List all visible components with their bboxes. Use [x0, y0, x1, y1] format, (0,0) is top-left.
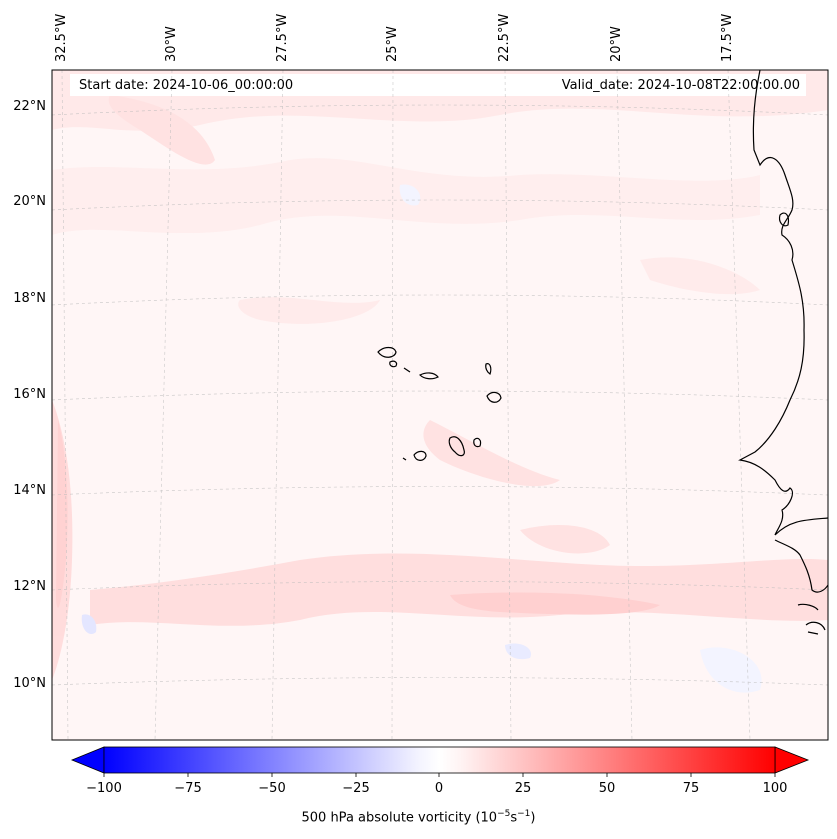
start-date-label: Start date: 2024-10-06_00:00:00 [79, 78, 294, 93]
lat-label: 20°N [13, 194, 46, 209]
negative-vorticity-patches [81, 184, 762, 693]
colorbar-label-close: ) [530, 810, 536, 826]
lon-label: 27.5°W [275, 13, 290, 62]
colorbar-tick-label: 75 [682, 781, 700, 796]
colorbar-tick-label: −100 [86, 781, 122, 796]
coastlines [377, 69, 829, 635]
lat-label: 18°N [13, 291, 46, 306]
lat-label: 10°N [13, 676, 46, 691]
map-frame [51, 69, 829, 741]
colorbar-tick-label: 100 [762, 781, 788, 796]
lat-label: 16°N [13, 387, 46, 402]
lon-label: 17.5°W [720, 13, 735, 62]
colorbar-tick-label: −75 [174, 781, 202, 796]
valid-date-label: Valid_date: 2024-10-08T22:00:00.00 [561, 78, 800, 93]
colorbar-tick-marks [103, 773, 776, 777]
colorbar-max-extend [774, 746, 810, 774]
gridlines [51, 69, 829, 741]
header-band [70, 74, 806, 96]
colorbar-tick-label: 25 [514, 781, 532, 796]
colorbar-tick-label: 0 [434, 781, 444, 796]
colorbar-tick-label: −50 [258, 781, 286, 796]
colorbar-label-exp2: −1 [517, 809, 531, 819]
colorbar-gradient [103, 746, 776, 774]
colorbar [70, 746, 810, 777]
lat-label: 12°N [13, 579, 46, 594]
lon-label: 30°W [164, 26, 179, 62]
lon-label: 22.5°W [497, 13, 512, 62]
colorbar-label-text: 500 hPa absolute vorticity (10 [301, 810, 498, 826]
lon-label: 32.5°W [54, 13, 69, 62]
colorbar-min-extend [70, 746, 105, 774]
colorbar-label-mid: s [510, 810, 518, 826]
lat-label: 22°N [13, 99, 46, 114]
lon-label: 20°W [609, 26, 624, 62]
lat-label: 14°N [13, 483, 46, 498]
colorbar-tick-label: 50 [598, 781, 616, 796]
lon-label: 25°W [385, 26, 400, 62]
cape-verde-islands [377, 346, 502, 461]
colorbar-tick-label: −25 [342, 781, 370, 796]
africa-coastline [738, 69, 829, 536]
colorbar-label: 500 hPa absolute vorticity (10−5s−1) [0, 809, 837, 825]
colorbar-label-exp1: −5 [497, 809, 511, 819]
